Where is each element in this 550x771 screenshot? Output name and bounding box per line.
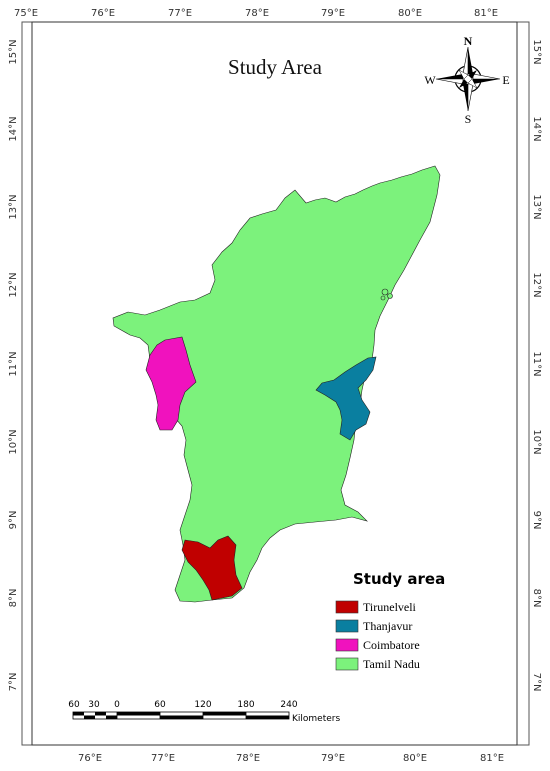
right-latitude-labels: 15°N 14°N 13°N 12°N 11°N 10°N 9°N 8°N 7°… [531,39,542,691]
legend-swatch-tamil-nadu [335,657,359,671]
legend-swatch-thanjavur [335,619,359,633]
lat-label-right: 10°N [531,429,542,454]
lon-label-bottom: 76°E [78,753,102,764]
scale-number: 120 [194,700,211,710]
legend-label: Thanjavur [363,619,412,633]
lon-label-top: 81°E [474,8,498,19]
legend-item-coimbatore: Coimbatore [335,638,420,652]
legend: Study area Tirunelveli Thanjavur Coimbat… [335,570,445,671]
legend-swatch-coimbatore [335,638,359,652]
lon-label-bottom: 78°E [236,753,260,764]
lat-label-right: 15°N [531,39,542,64]
lon-label-top: 79°E [321,8,345,19]
lat-label-right: 9°N [531,511,542,530]
lon-label-top: 78°E [245,8,269,19]
legend-label: Tirunelveli [363,600,417,614]
lat-label-right: 8°N [531,589,542,608]
lat-label-left: 13°N [8,194,19,219]
scale-number: 30 [88,700,100,710]
compass-south: S [465,112,472,126]
lat-label-right: 13°N [531,194,542,219]
legend-label: Coimbatore [363,638,420,652]
lat-label-left: 15°N [8,39,19,64]
legend-item-tamil-nadu: Tamil Nadu [335,657,420,671]
lon-label-top: 80°E [398,8,422,19]
lat-label-left: 9°N [8,511,19,530]
lat-label-right: 7°N [531,673,542,692]
lat-label-right: 12°N [531,272,542,297]
thanjavur-region [315,356,377,441]
lon-label-top: 77°E [168,8,192,19]
scale-unit: Kilometers [292,714,340,724]
legend-title: Study area [353,570,445,588]
lat-label-right: 11°N [531,351,542,376]
lat-label-right: 14°N [531,116,542,141]
bottom-longitude-labels: 76°E 77°E 78°E 79°E 80°E 81°E [78,753,504,764]
lat-label-left: 8°N [8,589,19,608]
coimbatore-region [145,336,197,431]
lon-label-top: 75°E [14,8,38,19]
north-arrow-icon: N S E W [424,34,509,126]
top-longitude-labels: 75°E 76°E 77°E 78°E 79°E 80°E 81°E [14,8,498,19]
lon-label-top: 76°E [91,8,115,19]
left-latitude-labels: 15°N 14°N 13°N 12°N 11°N 10°N 9°N 8°N 7°… [8,39,19,691]
map-title: Study Area [228,55,323,79]
scale-number: 60 [68,700,80,710]
lon-label-bottom: 80°E [403,753,427,764]
scale-bar: 60 30 0 60 120 180 240 Kilometers [68,700,340,724]
lon-label-bottom: 77°E [151,753,175,764]
legend-item-tirunelveli: Tirunelveli [335,600,417,614]
lat-label-left: 14°N [8,116,19,141]
scale-number: 240 [280,700,297,710]
scale-number: 0 [114,700,120,710]
lat-label-left: 11°N [8,351,19,376]
scale-number: 180 [237,700,254,710]
coastal-islands [380,288,393,301]
legend-item-thanjavur: Thanjavur [335,619,412,633]
legend-swatch-tirunelveli [335,600,359,614]
lon-label-bottom: 81°E [480,753,504,764]
compass-west: W [424,73,436,87]
tirunelveli-region [181,535,243,601]
scale-number: 60 [154,700,166,710]
map-frame [31,21,518,746]
compass-north: N [464,34,473,48]
compass-east: E [502,73,509,87]
legend-label: Tamil Nadu [363,657,420,671]
lat-label-left: 10°N [8,429,19,454]
lon-label-bottom: 79°E [321,753,345,764]
lat-label-left: 12°N [8,272,19,297]
lat-label-left: 7°N [8,673,19,692]
